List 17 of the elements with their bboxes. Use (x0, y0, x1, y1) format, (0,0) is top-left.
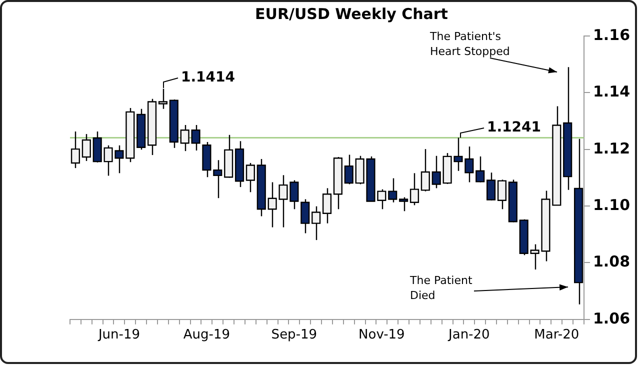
x-tick-label: Jan-20 (448, 328, 490, 343)
annotation: The Patient's Heart Stopped (429, 30, 510, 58)
x-tick-label: Aug-19 (183, 328, 230, 343)
y-tick-label: 1.14 (592, 82, 630, 101)
y-tick-label: 1.12 (592, 139, 630, 158)
chart-title: EUR/USD Weekly Chart (255, 4, 448, 23)
annotation: The Patient Died (409, 274, 473, 302)
annotation: 1.1414 (181, 70, 236, 86)
x-tick-label: Jun-19 (97, 328, 140, 343)
x-tick-label: Mar-20 (534, 328, 580, 343)
y-tick-label: 1.16 (592, 26, 630, 44)
y-tick-label: 1.08 (592, 252, 630, 271)
annotation: 1.1241 (487, 120, 542, 136)
x-tick-label: Sep-19 (271, 328, 318, 343)
y-tick-label: 1.06 (592, 309, 630, 328)
x-tick-label: Nov-19 (358, 328, 405, 343)
y-tick-label: 1.10 (592, 196, 630, 214)
